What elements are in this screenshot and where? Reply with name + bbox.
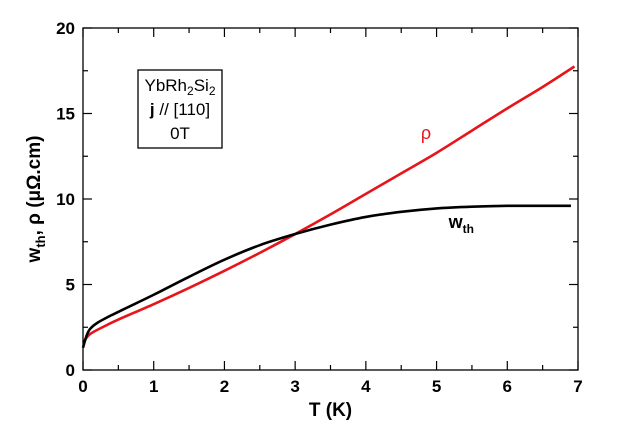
x-axis-title: T (K)	[309, 400, 352, 421]
series-label-wth: wth	[448, 212, 474, 236]
legend-current-j: j	[149, 100, 155, 119]
legend-compound: YbRh2Si2	[144, 76, 215, 98]
x-tick-label: 6	[503, 377, 512, 396]
tick-layer: 0 1 2 3 4 5 6 7 0 5 10 15 20	[56, 19, 583, 396]
legend-current-dir: // [110]	[155, 100, 210, 119]
legend-field: 0T	[170, 124, 190, 143]
x-tick-label: 3	[290, 377, 299, 396]
legend-compound-sub2: 2	[209, 84, 216, 98]
x-tick-label: 0	[78, 377, 87, 396]
x-tick-label: 1	[149, 377, 158, 396]
x-tick-label: 4	[361, 377, 371, 396]
legend-box: YbRh2Si2 j // [110] 0T	[137, 69, 223, 149]
series-label-rho: ρ	[421, 123, 431, 143]
legend-frame	[137, 69, 223, 149]
series-label-wth-sub: th	[463, 222, 474, 236]
legend-compound-sub1: 2	[187, 84, 194, 98]
y-tick-label: 5	[66, 276, 75, 295]
y-axis-title: wth, ρ (μΩ.cm)	[24, 136, 48, 264]
y-axis-title-w: w	[24, 247, 45, 263]
series-line-wth	[81, 204, 571, 349]
legend-current-direction: j // [110]	[149, 100, 210, 119]
y-tick-label: 0	[66, 361, 75, 380]
y-axis-title-rest: , ρ (μΩ.cm)	[24, 136, 45, 236]
x-tick-label: 5	[432, 377, 441, 396]
y-tick-label: 15	[56, 105, 75, 124]
legend-compound-si: Si	[194, 76, 209, 95]
y-tick-label: 10	[56, 190, 75, 209]
series-label-wth-main: w	[448, 212, 464, 232]
y-axis-title-sub: th	[33, 235, 48, 247]
y-tick-label: 20	[56, 19, 75, 38]
legend-compound-ybrh: YbRh	[144, 76, 187, 95]
x-tick-label: 7	[573, 377, 582, 396]
plot-layer	[81, 65, 576, 349]
x-tick-label: 2	[220, 377, 229, 396]
